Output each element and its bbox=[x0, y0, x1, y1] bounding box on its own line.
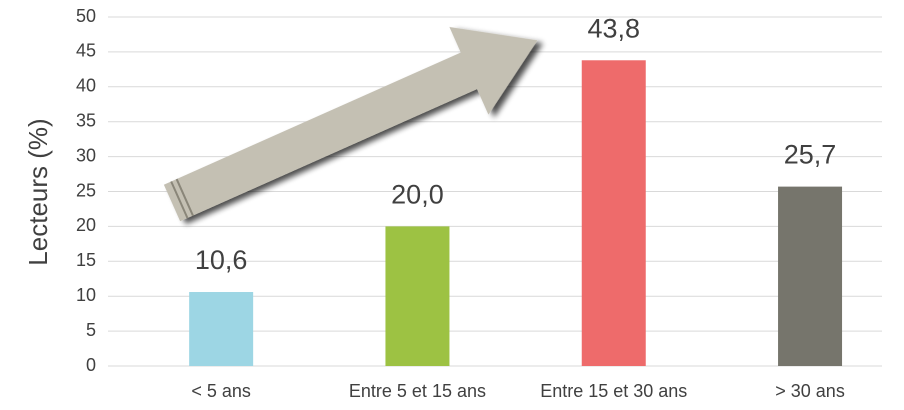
y-tick-label: 35 bbox=[76, 110, 96, 130]
arrow-stripe bbox=[170, 181, 189, 219]
y-tick-label: 50 bbox=[76, 6, 96, 26]
y-tick-label: 10 bbox=[76, 285, 96, 305]
bar bbox=[189, 292, 254, 366]
y-tick-label: 45 bbox=[76, 41, 96, 61]
value-label: 25,7 bbox=[784, 140, 837, 170]
bar bbox=[778, 186, 843, 366]
bar bbox=[581, 60, 646, 366]
y-axis-title: Lecteurs (%) bbox=[23, 118, 53, 265]
bar bbox=[385, 226, 450, 366]
y-tick-label: 0 bbox=[86, 355, 96, 375]
y-tick-label: 15 bbox=[76, 250, 96, 270]
value-label: 43,8 bbox=[587, 13, 640, 43]
y-tick-label: 25 bbox=[76, 180, 96, 200]
y-tick-label: 5 bbox=[86, 320, 96, 340]
x-tick-label: < 5 ans bbox=[191, 381, 251, 401]
y-tick-label: 30 bbox=[76, 145, 96, 165]
value-label: 20,0 bbox=[391, 180, 444, 210]
y-tick-label: 20 bbox=[76, 215, 96, 235]
x-tick-label: Entre 5 et 15 ans bbox=[349, 381, 486, 401]
arrow-shape bbox=[163, 26, 538, 222]
trend-arrow bbox=[163, 26, 538, 222]
x-tick-label: Entre 15 et 30 ans bbox=[540, 381, 687, 401]
x-tick-label: > 30 ans bbox=[775, 381, 845, 401]
value-label: 10,6 bbox=[195, 245, 248, 275]
y-tick-label: 40 bbox=[76, 76, 96, 96]
arrow-stripe bbox=[175, 178, 194, 216]
